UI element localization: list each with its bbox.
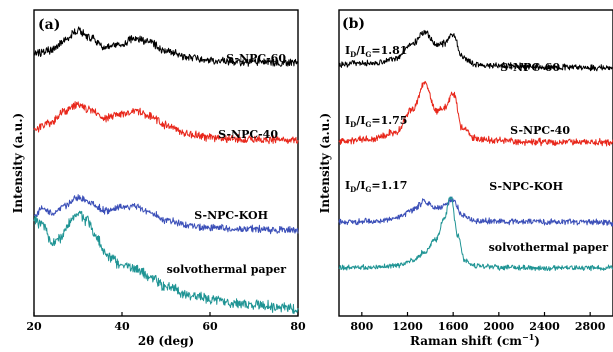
series-line-s-npc-40: [33, 101, 299, 145]
panel-b-ratio-snpckoh: ID/IG=1.17: [345, 179, 407, 194]
ratio-koh-suffix: =1.17: [371, 179, 407, 192]
series-line-s-npc-koh: [338, 196, 613, 227]
ratio-60-mid: /I: [356, 44, 365, 57]
panel-a-frame: [33, 9, 299, 317]
x-tick-label: 2800: [575, 320, 606, 333]
x-tick-label: 20: [26, 320, 42, 333]
panel-b-x-axis-label-sup: −1: [522, 332, 534, 342]
ratio-40-prefix: I: [345, 114, 350, 127]
panel-b-series-lines: [338, 29, 613, 272]
ratio-koh-sub1: D: [350, 185, 356, 194]
ratio-koh-sub2: G: [365, 185, 371, 194]
panel-b-series-label-snpc40: S-NPC-40: [510, 124, 570, 137]
panel-b-series-label-snpckoh: S-NPC-KOH: [489, 180, 563, 193]
ratio-koh-prefix: I: [345, 179, 350, 192]
panel-a-y-axis-label: Intensity (a.u.): [11, 113, 25, 213]
ratio-60-sub1: D: [350, 50, 356, 59]
x-tick-label: 1200: [392, 320, 423, 333]
ratio-koh-mid: /I: [356, 179, 365, 192]
panel-b-y-axis-label: Intensity (a.u.): [318, 113, 332, 213]
panel-a-series-label-snpc40: S-NPC-40: [218, 128, 278, 141]
panel-a-series-label-solvothermal: solvothermal paper: [167, 263, 287, 276]
panel-b-ratio-snpc60: ID/IG=1.81: [345, 44, 407, 59]
panel-a-series-label-snpckoh: S-NPC-KOH: [194, 209, 268, 222]
series-line-s-npc-40: [338, 80, 613, 147]
ratio-60-prefix: I: [345, 44, 350, 57]
ratio-40-sub2: G: [365, 120, 371, 129]
ratio-40-mid: /I: [356, 114, 365, 127]
panel-b-x-ticks: 800 1200 1600 2000 2400 2800: [350, 312, 606, 333]
panel-b-series-label-snpc60: S-NPC-60: [500, 61, 560, 74]
panel-b-x-axis-label-end: ): [534, 334, 540, 348]
panel-b-ratio-snpc40: ID/IG=1.75: [345, 114, 407, 129]
series-line-s-npc-60: [338, 29, 613, 72]
x-tick-label: 2000: [484, 320, 515, 333]
panel-b-x-axis-label-main: Raman shift (cm: [410, 334, 522, 348]
x-tick-label: 40: [114, 320, 130, 333]
x-tick-label: 80: [290, 320, 306, 333]
series-line-solvothermal-paper: [33, 210, 299, 315]
x-tick-label: 60: [202, 320, 218, 333]
panel-b-label: (b): [342, 16, 365, 32]
panel-b-series-label-solvothermal: solvothermal paper: [489, 241, 609, 254]
x-tick-label: 2400: [529, 320, 560, 333]
panel-b-frame: [338, 9, 613, 317]
ratio-60-sub2: G: [365, 50, 371, 59]
panel-a-series-label-snpc60: S-NPC-60: [226, 52, 286, 65]
ratio-40-sub1: D: [350, 120, 356, 129]
series-line-s-npc-60: [33, 26, 299, 67]
ratio-40-suffix: =1.75: [371, 114, 407, 127]
panel-b: (b) 800 1200 1600 2000 2400 2800 ID/IG=1.81 I…: [318, 9, 613, 348]
panel-a-x-axis-label: 2θ (deg): [138, 334, 194, 348]
series-line-s-npc-koh: [33, 194, 299, 235]
panel-a-label: (a): [38, 17, 60, 33]
ratio-60-suffix: =1.81: [371, 44, 407, 57]
panel-a-series-lines: [33, 26, 299, 315]
panel-a-x-ticks: 20 40 60 80: [26, 312, 306, 333]
panel-b-x-axis-label: Raman shift (cm−1): [410, 332, 540, 348]
panel-a: (a) 20 40 60 80 S-NPC-60 S-NPC-40 S-NPC-KOH…: [11, 9, 306, 348]
series-line-solvothermal-paper: [338, 196, 613, 272]
x-tick-label: 1600: [438, 320, 469, 333]
x-tick-label: 800: [350, 320, 373, 333]
